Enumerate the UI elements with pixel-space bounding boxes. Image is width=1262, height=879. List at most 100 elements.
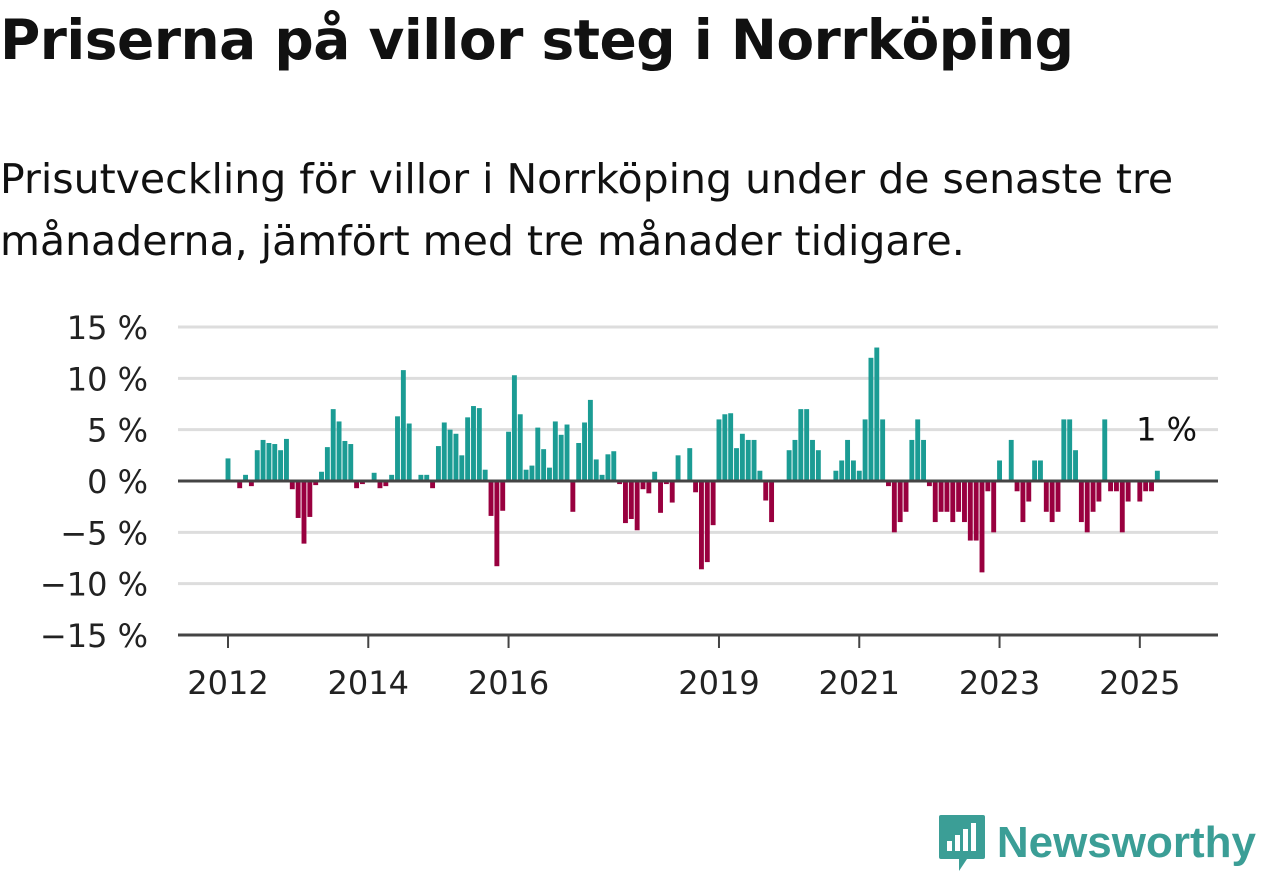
bar xyxy=(1090,481,1096,512)
bar xyxy=(944,481,950,512)
x-tick-label: 2019 xyxy=(678,664,759,702)
bar xyxy=(862,419,868,481)
bar xyxy=(599,474,605,481)
bar xyxy=(406,423,412,481)
bar xyxy=(611,451,617,481)
bar xyxy=(605,454,611,481)
x-tick-label: 2012 xyxy=(187,664,268,702)
bar xyxy=(459,455,465,481)
bar xyxy=(704,481,710,563)
bar xyxy=(810,439,815,481)
bar xyxy=(886,481,891,487)
bar xyxy=(991,481,997,533)
bar xyxy=(254,450,260,481)
brand-name: Newsworthy xyxy=(996,818,1256,867)
chart-title: Priserna på villor steg i Norrköping xyxy=(0,8,1074,72)
bar xyxy=(734,448,739,481)
bar xyxy=(482,469,488,481)
bar xyxy=(973,481,979,541)
y-tick-label: 10 % xyxy=(67,360,148,398)
bar xyxy=(640,481,646,490)
bar xyxy=(523,469,529,481)
bar xyxy=(856,470,862,481)
brand-logo: Newsworthy xyxy=(937,813,1256,873)
bar xyxy=(587,399,593,481)
bar xyxy=(757,470,763,481)
bar xyxy=(915,419,921,481)
bar xyxy=(324,447,330,481)
bar xyxy=(289,481,295,490)
bar xyxy=(652,471,658,481)
y-tick-label: −10 % xyxy=(40,566,148,604)
bar xyxy=(868,357,874,481)
bar xyxy=(511,375,517,481)
bar xyxy=(529,465,535,481)
bar xyxy=(517,414,523,481)
bar xyxy=(1049,481,1055,523)
bar xyxy=(617,481,623,485)
bar xyxy=(623,481,628,524)
bar xyxy=(997,460,1002,481)
bar xyxy=(558,434,564,481)
bar xyxy=(237,481,243,489)
bar xyxy=(693,481,699,493)
bar xyxy=(301,481,307,544)
bar xyxy=(430,481,436,489)
bar xyxy=(225,458,231,481)
y-tick-label: −5 % xyxy=(60,514,148,552)
bar xyxy=(1073,450,1078,481)
bar-chart: 15 %10 %5 %0 %−5 %−10 %−15 % 2012 2014 201… xyxy=(40,309,1218,702)
bar xyxy=(547,467,552,481)
bar xyxy=(792,439,798,481)
bar xyxy=(751,439,757,481)
bar xyxy=(342,440,348,481)
bar xyxy=(739,433,745,481)
bar xyxy=(447,429,453,481)
bar xyxy=(962,481,967,523)
bar xyxy=(570,481,576,512)
bar xyxy=(377,481,383,489)
bar xyxy=(1108,481,1114,492)
bar xyxy=(576,443,582,481)
bar xyxy=(1043,481,1049,512)
bar xyxy=(1143,481,1149,492)
bar xyxy=(1078,481,1084,523)
bar xyxy=(921,439,926,481)
x-tick-label: 2016 xyxy=(468,664,549,702)
x-tick-label: 2023 xyxy=(959,664,1040,702)
bar xyxy=(330,409,336,481)
bar xyxy=(675,455,681,481)
y-tick-label: −15 % xyxy=(40,617,148,655)
y-tick-label: 0 % xyxy=(87,463,148,501)
bar xyxy=(1055,481,1061,512)
bar xyxy=(716,419,722,481)
bar xyxy=(634,481,640,531)
bar xyxy=(967,481,973,541)
bar xyxy=(506,431,512,481)
bar xyxy=(541,449,547,481)
bar xyxy=(874,347,880,481)
bar xyxy=(359,481,365,485)
bar xyxy=(839,460,845,481)
bar xyxy=(319,471,324,481)
bar xyxy=(348,444,354,481)
y-tick-label: 5 % xyxy=(87,412,148,450)
newsworthy-logo-icon xyxy=(938,815,985,871)
y-axis-ticks: 15 % 10 % 5 % 0 % −5 % −10 % −15 % xyxy=(40,309,148,655)
y-tick-label: 15 % xyxy=(67,309,148,347)
bar xyxy=(985,481,991,492)
bar xyxy=(424,474,430,481)
bar xyxy=(786,450,792,481)
bar xyxy=(763,481,769,501)
bar xyxy=(1119,481,1125,533)
grid-lines xyxy=(178,325,1218,586)
bar xyxy=(728,413,734,481)
bar xyxy=(880,419,886,481)
bar xyxy=(395,416,400,481)
bar xyxy=(669,481,675,503)
bar xyxy=(833,470,839,481)
bar xyxy=(336,421,342,481)
bar xyxy=(1014,481,1020,492)
x-axis-ticks: 2012 2014 2016 2019 2021 2023 2025 xyxy=(187,635,1181,702)
bar xyxy=(891,481,897,533)
